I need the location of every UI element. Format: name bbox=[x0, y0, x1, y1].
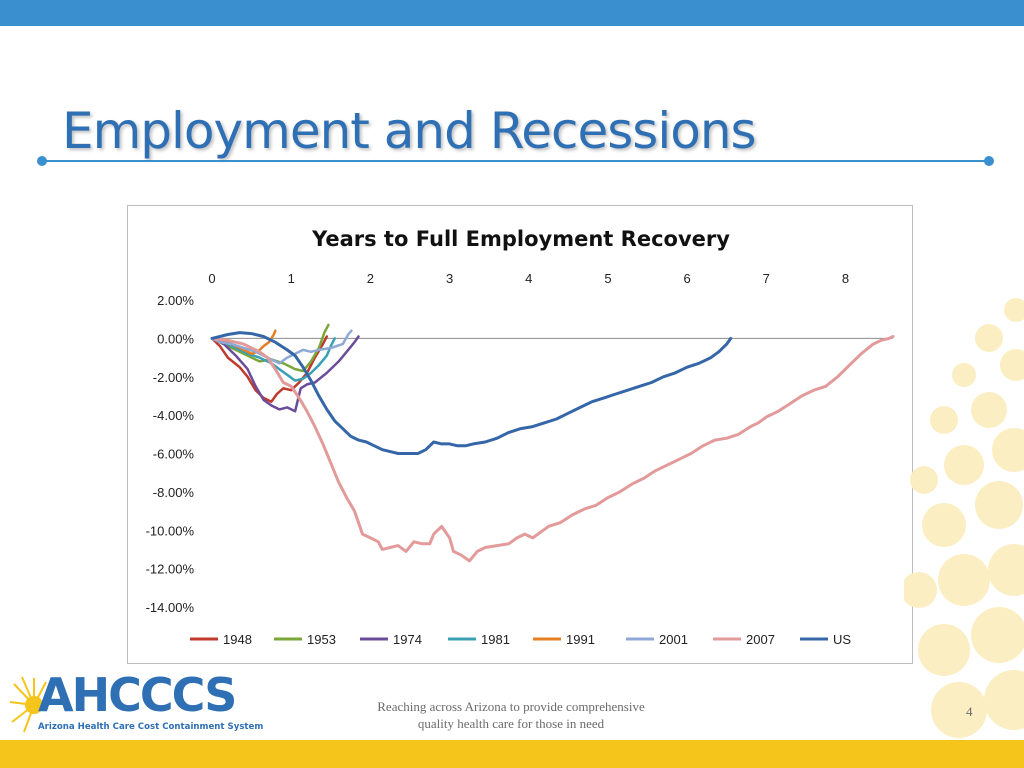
series-line-2007 bbox=[210, 335, 895, 563]
y-tick-label: -10.00% bbox=[146, 523, 195, 538]
x-tick-label: 0 bbox=[208, 271, 215, 286]
series-line-1953 bbox=[210, 323, 330, 373]
legend-label-2007: 2007 bbox=[746, 632, 775, 647]
footer-band bbox=[0, 740, 1024, 768]
logo-wordmark: AHCCCS bbox=[38, 668, 237, 722]
series-line-1974 bbox=[210, 335, 360, 413]
top-accent-bar bbox=[0, 0, 1024, 26]
x-tick-label: 4 bbox=[525, 271, 532, 286]
y-tick-label: -12.00% bbox=[146, 562, 195, 577]
y-tick-label: -14.00% bbox=[146, 600, 195, 615]
ahcccs-logo: AHCCCS Arizona Health Care Cost Containm… bbox=[8, 668, 263, 740]
x-tick-label: 6 bbox=[683, 271, 690, 286]
series-line-us bbox=[210, 331, 733, 455]
chart-title: Years to Full Employment Recovery bbox=[311, 227, 730, 251]
x-tick-label: 1 bbox=[288, 271, 295, 286]
legend-label-us: US bbox=[833, 632, 851, 647]
logo-subtitle: Arizona Health Care Cost Containment Sys… bbox=[38, 722, 264, 732]
employment-recovery-chart: Years to Full Employment Recovery 0 1 2 3 4 5 6… bbox=[146, 227, 895, 647]
legend-label-2001: 2001 bbox=[659, 632, 688, 647]
x-tick-label: 8 bbox=[842, 271, 849, 286]
footer-tagline: Reaching across Arizona to provide compr… bbox=[330, 698, 692, 732]
y-tick-label: -8.00% bbox=[153, 485, 195, 500]
y-tick-label: -2.00% bbox=[153, 370, 195, 385]
title-rule-right-dot bbox=[984, 156, 994, 166]
tagline-line-1: Reaching across Arizona to provide compr… bbox=[377, 699, 645, 714]
legend-label-1948: 1948 bbox=[223, 632, 252, 647]
chart-frame: Years to Full Employment Recovery 0 1 2 3 4 5 6… bbox=[127, 205, 913, 664]
series-line-2001 bbox=[210, 329, 353, 365]
y-tick-label: -4.00% bbox=[153, 408, 195, 423]
y-tick-label: 0.00% bbox=[157, 331, 194, 346]
y-tick-label: 2.00% bbox=[157, 293, 194, 308]
decorative-circles bbox=[904, 298, 1024, 738]
x-tick-label: 5 bbox=[604, 271, 611, 286]
slide-title: Employment and Recessions bbox=[62, 102, 757, 160]
legend-label-1991: 1991 bbox=[566, 632, 595, 647]
series-line-1981 bbox=[210, 337, 336, 382]
legend-label-1953: 1953 bbox=[307, 632, 336, 647]
x-tick-label: 7 bbox=[763, 271, 770, 286]
page-number: 4 bbox=[966, 704, 973, 719]
x-tick-label: 3 bbox=[446, 271, 453, 286]
tagline-line-2: quality health care for those in need bbox=[417, 716, 605, 731]
title-rule bbox=[42, 160, 990, 162]
legend-label-1974: 1974 bbox=[393, 632, 422, 647]
sun-icon bbox=[9, 676, 47, 733]
x-tick-label: 2 bbox=[367, 271, 374, 286]
series-line-1948 bbox=[210, 335, 329, 403]
y-tick-label: -6.00% bbox=[153, 447, 195, 462]
legend-label-1981: 1981 bbox=[481, 632, 510, 647]
